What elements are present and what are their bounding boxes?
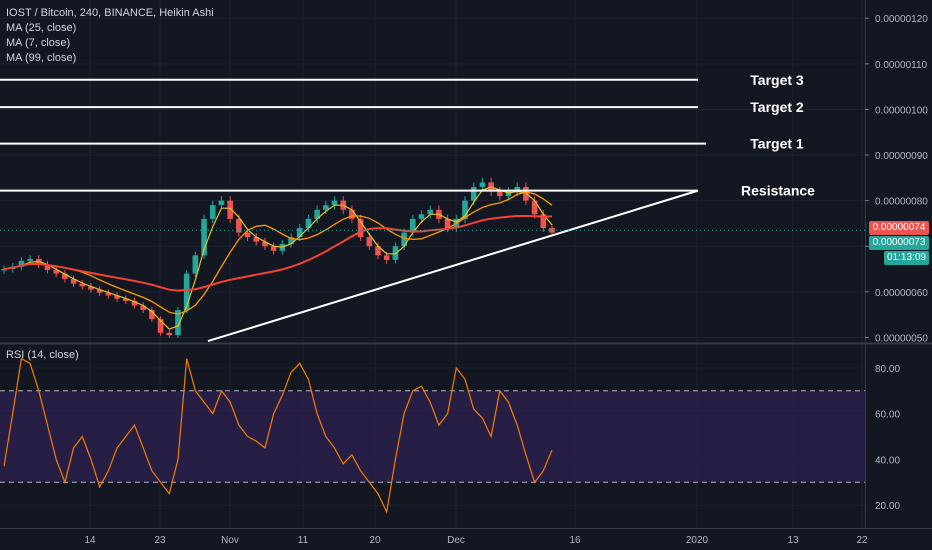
candle-body — [401, 232, 407, 247]
ma7-legend: MA (7, close) — [6, 37, 71, 49]
chart-legend: IOST / Bitcoin, 240, BINANCE, Heikin Ash… — [6, 6, 214, 66]
price-tick-label: 0.00000110 — [875, 60, 928, 71]
candle-body — [444, 218, 451, 228]
candle-body — [296, 228, 303, 238]
rsi-band — [0, 390, 865, 483]
line-target-3-label: Target 3 — [750, 72, 804, 88]
candle-body — [427, 209, 434, 215]
candle-body — [383, 255, 390, 260]
support-trendline — [207, 189, 699, 343]
candle-body — [175, 310, 181, 336]
rsi-legend: RSI (14, close) — [6, 349, 79, 361]
candle-body — [140, 305, 146, 311]
candle-body — [149, 310, 155, 320]
rsi-line — [3, 357, 553, 514]
candle-body — [288, 237, 294, 244]
candle-body — [201, 218, 207, 256]
time-tick-label: Dec — [447, 535, 465, 546]
candle-body — [375, 246, 381, 256]
candle-body — [27, 259, 33, 261]
time-tick-label: 20 — [369, 535, 381, 546]
candle-body — [236, 218, 242, 233]
candle-body — [53, 269, 59, 274]
candle-body — [62, 273, 68, 280]
candle-body — [70, 279, 77, 284]
candle-body — [410, 218, 416, 233]
line-target-2-label: Target 2 — [750, 99, 804, 115]
candle-body — [192, 255, 199, 274]
candle-body — [323, 205, 329, 210]
candle-body — [270, 246, 277, 251]
candle-body — [462, 200, 468, 219]
candle-body — [540, 214, 547, 228]
candle-body — [357, 218, 364, 238]
time-tick-label: 22 — [856, 535, 868, 546]
rsi-tick-label: 40.00 — [875, 455, 900, 466]
candle-body — [331, 200, 338, 206]
candle-body — [253, 237, 260, 242]
candle-body — [1, 269, 7, 271]
candle-body — [505, 191, 512, 197]
ma99-legend: MA (99, close) — [6, 52, 77, 64]
candle-body — [244, 232, 251, 238]
candle-body — [470, 186, 477, 201]
time-tick-label: Nov — [221, 535, 239, 546]
candle-body — [418, 214, 425, 219]
ma99-line — [3, 215, 553, 292]
candle-body — [366, 237, 373, 247]
price-tick-label: 0.00000100 — [875, 105, 928, 116]
time-tick-label: 11 — [298, 535, 309, 546]
candle-body — [166, 332, 173, 336]
time-tick-label: 16 — [569, 535, 581, 546]
line-target-1-label: Target 1 — [750, 136, 804, 152]
symbol-title: IOST / Bitcoin, 240, BINANCE, Heikin Ash… — [6, 7, 214, 19]
bar-countdown: 01:13:09 — [884, 251, 929, 265]
rsi-tick-label: 60.00 — [875, 410, 900, 421]
price-tag-current: 0.00000073 — [869, 236, 929, 250]
candle-body — [79, 283, 86, 287]
rsi-tick-label: 20.00 — [875, 501, 900, 512]
time-tick-label: 2020 — [686, 535, 709, 546]
price-tick-label: 0.00000090 — [875, 151, 928, 162]
candle-body — [88, 286, 94, 290]
price-tick-label: 0.00000050 — [875, 333, 928, 344]
candle-body — [44, 264, 51, 270]
candle-body — [531, 200, 538, 215]
price-tag-last: 0.00000074 — [869, 221, 929, 235]
candle-body — [122, 298, 129, 301]
candle-body — [18, 260, 25, 267]
rsi-tick-label: 80.00 — [875, 364, 900, 375]
candle-body — [314, 209, 320, 219]
ma7-line — [3, 186, 553, 330]
ma25-legend: MA (25, close) — [6, 22, 77, 34]
candle-body — [209, 205, 216, 219]
candle-body — [305, 218, 312, 228]
time-tick-label: 23 — [154, 535, 166, 546]
candle-body — [349, 209, 355, 219]
candle-body — [218, 200, 225, 206]
candle-body — [262, 241, 268, 247]
candle-body — [514, 186, 521, 192]
price-tick-label: 0.00000060 — [875, 288, 928, 299]
candle-body — [105, 292, 112, 296]
candle-body — [183, 273, 190, 311]
line-resistance-label: Resistance — [741, 183, 815, 199]
price-tick-label: 0.00000120 — [875, 14, 928, 25]
candle-body — [96, 289, 103, 293]
time-tick-label: 14 — [84, 535, 96, 546]
candle-body — [114, 295, 120, 299]
candle-body — [497, 191, 503, 197]
time-tick-label: 13 — [787, 535, 799, 546]
candle-body — [157, 319, 164, 333]
candle-body — [131, 300, 138, 306]
candle-body — [479, 182, 486, 187]
ma25-line — [3, 191, 553, 315]
price-tick-label: 0.00000080 — [875, 197, 928, 208]
candle-body — [227, 200, 233, 219]
